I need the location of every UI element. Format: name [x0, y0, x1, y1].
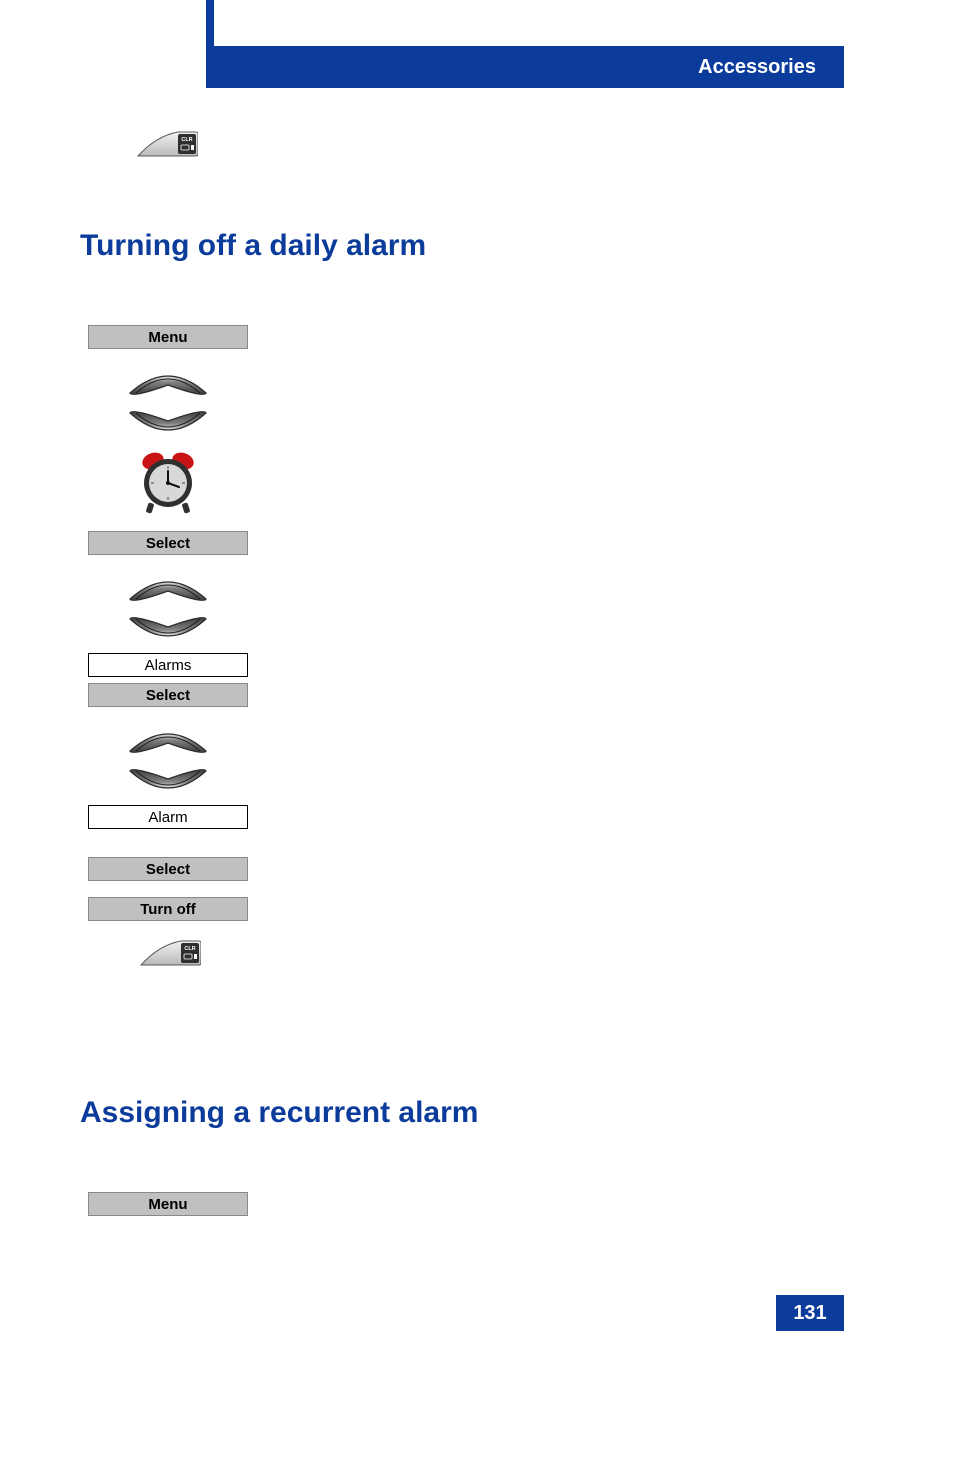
select-button-1[interactable]: Select	[88, 531, 248, 555]
turn-off-button[interactable]: Turn off	[88, 897, 248, 921]
section-heading-assign-recurrent: Assigning a recurrent alarm	[80, 1096, 478, 1130]
nav-down-icon	[126, 612, 210, 647]
header-title: Accessories	[698, 56, 816, 79]
turn-off-button-label: Turn off	[140, 901, 196, 918]
steps-column-2: Menu	[88, 1192, 248, 1216]
alarms-box: Alarms	[88, 653, 248, 677]
menu-button[interactable]: Menu	[88, 325, 248, 349]
nav-up-icon	[126, 571, 210, 606]
section-heading-turn-off: Turning off a daily alarm	[80, 229, 426, 263]
clr-key-top-container: CLR	[132, 128, 198, 163]
select-button-2-label: Select	[146, 687, 190, 704]
select-button-3-label: Select	[146, 861, 190, 878]
svg-text:CLR: CLR	[184, 946, 195, 952]
select-button-1-label: Select	[146, 535, 190, 552]
menu-button-label: Menu	[148, 329, 187, 346]
steps-column: Menu	[88, 325, 248, 967]
alarm-box-label: Alarm	[148, 809, 187, 826]
header-left-stripe	[206, 0, 214, 88]
clr-label: CLR	[181, 137, 192, 143]
clr-key-icon: CLR	[132, 128, 198, 158]
nav-up-icon	[126, 723, 210, 758]
header-bar: Accessories	[214, 46, 844, 88]
alarm-box: Alarm	[88, 805, 248, 829]
clr-key-icon: CLR	[135, 937, 201, 967]
nav-down-icon	[126, 406, 210, 441]
menu-button-2-label: Menu	[148, 1196, 187, 1213]
alarms-box-label: Alarms	[145, 657, 192, 674]
page-number: 131	[776, 1295, 844, 1331]
select-button-2[interactable]: Select	[88, 683, 248, 707]
menu-button-2[interactable]: Menu	[88, 1192, 248, 1216]
nav-down-icon	[126, 764, 210, 799]
select-button-3[interactable]: Select	[88, 857, 248, 881]
nav-up-icon	[126, 365, 210, 400]
alarm-clock-icon	[133, 447, 203, 517]
